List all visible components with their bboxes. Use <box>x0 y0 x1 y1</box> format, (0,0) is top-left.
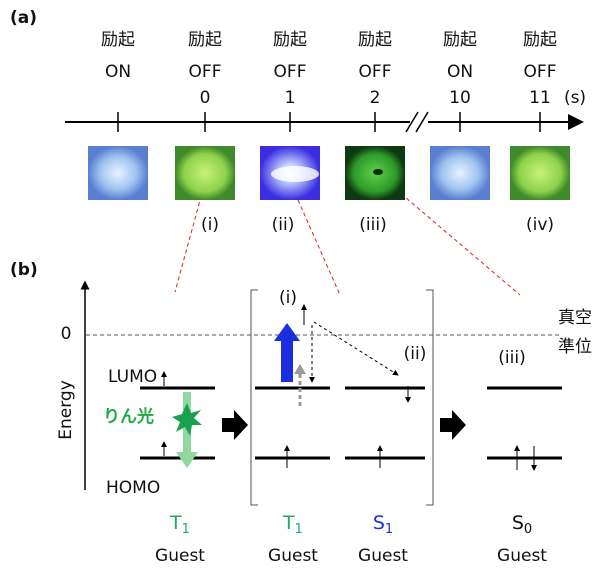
emission-arrow <box>176 452 198 468</box>
state-symbol-sub: 1 <box>182 522 190 537</box>
bracket <box>426 290 433 505</box>
image-label: (iv) <box>526 215 554 235</box>
state-label: (i) <box>279 288 297 308</box>
time-label: 2 <box>370 88 381 108</box>
state-symbol-sub: 1 <box>295 522 303 537</box>
axis-label: Energy <box>56 380 76 440</box>
panel-label: (a) <box>10 8 37 28</box>
phosphorescence-label: りん光 <box>103 406 154 427</box>
time-label: 0 <box>200 88 211 108</box>
photo-glow <box>271 166 319 182</box>
vacuum-label: 真空 <box>558 308 592 328</box>
excitation-state: OFF <box>189 62 222 82</box>
molecule-label: Guest <box>155 546 205 566</box>
sample-photo <box>510 146 570 200</box>
transition-arrow <box>314 322 398 375</box>
state-label: (iii) <box>498 348 525 368</box>
state-symbol: S1 <box>373 512 393 537</box>
state-symbol-sub: 0 <box>524 522 532 537</box>
excitation-label: 励起 <box>273 30 307 50</box>
excitation-state: OFF <box>524 62 557 82</box>
excitation-label: 励起 <box>188 30 222 50</box>
state-symbol-main: S <box>373 512 385 534</box>
time-label: 10 <box>449 88 471 108</box>
state-symbol: T1 <box>282 512 303 537</box>
link-line <box>298 200 340 295</box>
image-label: (i) <box>201 215 219 235</box>
excitation-arrow <box>274 323 300 341</box>
time-label: 1 <box>285 88 296 108</box>
state-symbol: T1 <box>169 512 190 537</box>
photo-spot <box>373 169 383 175</box>
state-symbol: S0 <box>512 512 532 537</box>
sample-photo <box>430 146 490 200</box>
figure: (a) (s) 励起ON励起OFF0励起OFF1励起OFF2励起ON10励起OF… <box>0 0 593 568</box>
state-label: (ii) <box>404 344 427 364</box>
excitation-state: ON <box>105 62 131 82</box>
electron-path <box>294 364 306 374</box>
zero-label: 0 <box>61 324 72 344</box>
excitation-label: 励起 <box>101 30 135 50</box>
excitation-state: OFF <box>274 62 307 82</box>
process-arrow <box>440 410 466 440</box>
panel-b: (b) Energy 0 真空 準位 LUMO HOMO りん光 (i) <box>10 260 592 566</box>
sample-photo <box>88 146 148 200</box>
image-label: (ii) <box>272 215 295 235</box>
bracket <box>251 290 258 505</box>
time-label: 11 <box>529 88 551 108</box>
state-symbol-main: S <box>512 512 524 534</box>
excitation-label: 励起 <box>443 30 477 50</box>
process-arrow <box>222 410 248 440</box>
state-symbol-sub: 1 <box>385 522 393 537</box>
sample-photo <box>175 146 235 200</box>
excitation-state: ON <box>447 62 473 82</box>
lumo-label: LUMO <box>108 367 157 387</box>
vacuum-label: 準位 <box>558 337 592 357</box>
image-label: (iii) <box>359 215 386 235</box>
panel-a: (a) (s) 励起 ON 励起 OFF 0 励起 OFF 1 励起 OFF 2 励起 ON 10 励起 OF… <box>10 8 586 295</box>
state-symbol-main: T <box>169 512 182 534</box>
excitation-arrow <box>281 340 293 382</box>
homo-label: HOMO <box>106 478 160 498</box>
excitation-label: 励起 <box>358 30 392 50</box>
panel-label: (b) <box>10 260 38 280</box>
excitation-label: 励起 <box>523 30 557 50</box>
state-symbol-main: T <box>282 512 295 534</box>
time-unit: (s) <box>564 88 586 108</box>
excitation-state: OFF <box>359 62 392 82</box>
molecule-label: Guest <box>268 546 318 566</box>
molecule-label: Guest <box>497 546 547 566</box>
molecule-label: Guest <box>358 546 408 566</box>
